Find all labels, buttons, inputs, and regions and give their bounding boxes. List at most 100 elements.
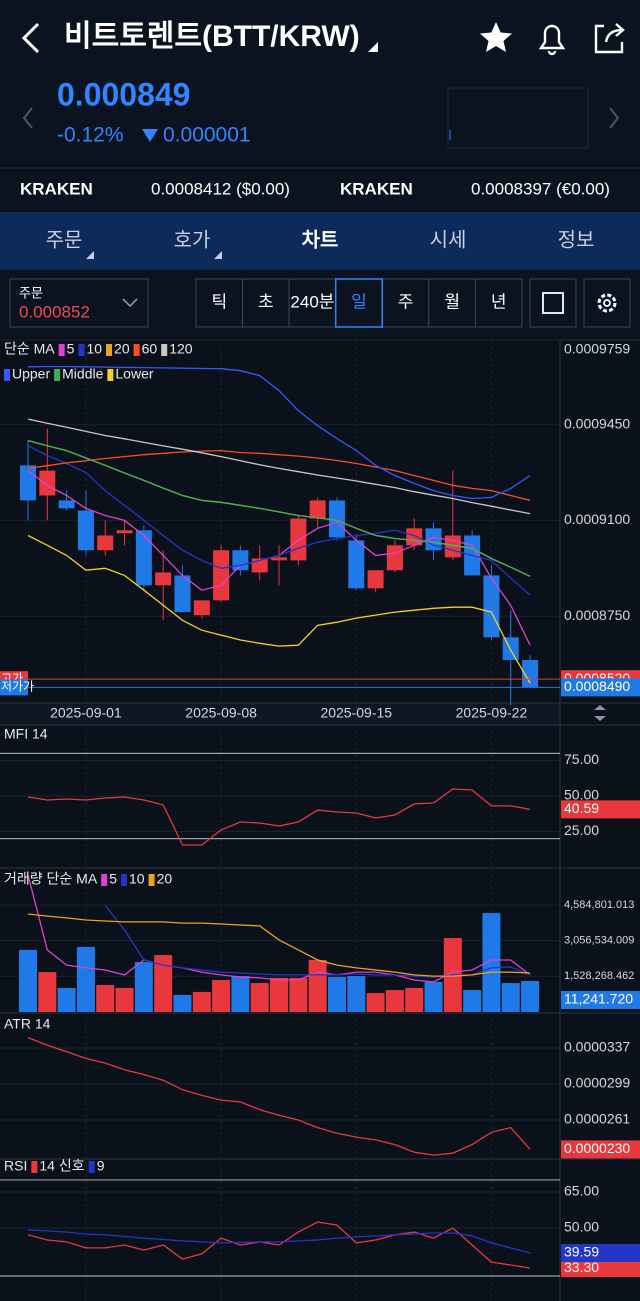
candle-body <box>425 528 442 551</box>
indicator-line <box>27 449 531 502</box>
volume-bar <box>96 984 115 1012</box>
exchange-price: 0.0008412 ($0.00) <box>151 179 290 198</box>
mini-chart <box>447 87 589 149</box>
indicator-line <box>27 788 531 846</box>
favorite-icon[interactable] <box>480 22 512 52</box>
back-button[interactable] <box>21 22 40 54</box>
band-line <box>27 439 531 577</box>
side-label-box <box>0 679 28 696</box>
period-button[interactable] <box>195 278 244 328</box>
down-arrow <box>142 129 158 142</box>
alarm-icon[interactable] <box>538 24 566 56</box>
title-dropdown[interactable] <box>368 42 378 52</box>
legend-label: 5 <box>109 871 117 887</box>
legend-swatch <box>78 344 85 356</box>
y-tick-label: 65.00 <box>564 1183 599 1199</box>
indicator-line <box>27 445 531 596</box>
y-tick-label: 0.0009450 <box>564 415 630 431</box>
tab[interactable]: 정보 <box>558 228 595 251</box>
panel-title: MFI 14 <box>4 726 48 742</box>
period-label[interactable]: 주 <box>398 292 414 311</box>
last-value-box <box>561 1243 640 1262</box>
legend-label: 120 <box>169 341 193 357</box>
volume-bar <box>173 994 192 1012</box>
share-icon[interactable] <box>594 23 625 54</box>
indicator-line <box>27 1036 531 1156</box>
change-amount: 0.000001 <box>163 124 251 147</box>
last-value-label: 33.30 <box>564 1259 599 1275</box>
legend-swatch <box>161 344 168 356</box>
candle-body <box>232 550 249 571</box>
y-tick-label: 0.0009759 <box>564 341 630 357</box>
next-coin[interactable] <box>609 107 620 129</box>
volume-bar <box>347 976 366 1012</box>
exchange-row <box>0 169 640 211</box>
period-label[interactable]: 초 <box>258 292 274 311</box>
last-value-box <box>561 800 640 819</box>
panel-title: ATR 14 <box>4 1016 51 1032</box>
y-tick-label: 0.0000261 <box>564 1111 630 1127</box>
current-price: 0.000849 <box>57 76 190 112</box>
candle-body <box>309 500 326 519</box>
candle-body <box>213 550 230 601</box>
candle-body <box>483 575 500 638</box>
period-label[interactable]: 일 <box>351 292 367 311</box>
y-tick-label: 0.0009100 <box>564 511 630 527</box>
volume-bar <box>212 980 231 1012</box>
settings-button[interactable] <box>583 278 631 328</box>
period-label[interactable]: 240분 <box>290 292 334 311</box>
order-box[interactable] <box>9 278 149 328</box>
last-value-label: 11,241.720 <box>564 991 633 1007</box>
period-button[interactable] <box>288 278 337 328</box>
candle-body <box>367 570 384 589</box>
prev-coin[interactable] <box>22 107 33 129</box>
exchange-price: 0.0008397 (€0.00) <box>471 179 610 198</box>
legend-label: 20 <box>157 871 173 887</box>
period-label[interactable]: 년 <box>491 292 507 311</box>
order-label: 주문 <box>19 285 43 300</box>
candle-body <box>155 572 172 586</box>
tab[interactable]: 주문 <box>46 229 83 251</box>
volume-bar <box>115 987 134 1012</box>
legend-label: 10 <box>129 871 145 887</box>
tab[interactable]: 시세 <box>430 228 467 251</box>
order-dropdown[interactable] <box>122 298 138 308</box>
tabs: 주문 호가 차트 시세 정보 <box>46 228 595 251</box>
y-tick-label: 75.00 <box>564 751 599 767</box>
y-tick-label: 50.00 <box>564 787 599 803</box>
tab[interactable]: 호가 <box>174 228 211 251</box>
legend-label: Upper <box>12 366 50 382</box>
side-label: 저가가 <box>1 680 34 694</box>
tab[interactable]: 차트 <box>302 228 339 251</box>
legend-swatch <box>88 1161 95 1173</box>
legend-label: 60 <box>142 341 158 357</box>
period-buttons: 틱 초 240분 일 주 월 년 <box>195 278 523 328</box>
y-tick-label: 0.0008750 <box>564 607 630 623</box>
legend-label: 9 <box>97 1158 105 1174</box>
candle-body <box>290 518 307 561</box>
volume-bar <box>521 980 540 1012</box>
period-active-border <box>334 278 384 328</box>
period-button[interactable] <box>381 278 430 328</box>
volume-bar <box>154 955 173 1012</box>
order-price: 0.000852 <box>19 302 90 321</box>
volume-bar <box>19 949 37 1012</box>
indicator-line <box>27 1221 531 1269</box>
legend-label: Middle <box>62 366 103 382</box>
period-label[interactable]: 틱 <box>211 292 227 311</box>
tab-bar <box>0 212 640 270</box>
exchange-name: KRAKEN <box>20 179 93 198</box>
scale-toggle[interactable] <box>594 705 606 721</box>
last-value-label: 0.0008490 <box>564 678 630 694</box>
legend-swatch <box>54 369 61 381</box>
period-button[interactable] <box>474 278 523 328</box>
volume-bar <box>57 987 76 1012</box>
period-button[interactable] <box>242 278 290 328</box>
draw-button[interactable] <box>529 278 577 328</box>
legend-swatch <box>101 874 108 886</box>
volume-bar <box>76 946 95 1012</box>
period-label[interactable]: 월 <box>444 292 460 311</box>
draw-icon <box>542 292 564 314</box>
legend-swatch <box>148 874 155 886</box>
indicator-line <box>27 418 531 515</box>
